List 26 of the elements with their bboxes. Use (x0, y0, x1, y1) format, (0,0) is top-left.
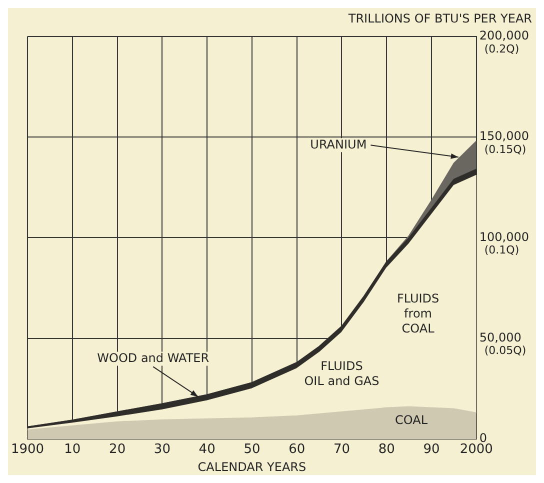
x-tick-label: 20 (109, 442, 126, 458)
x-axis-title: CALENDAR YEARS (198, 460, 306, 474)
x-tick-label: 10 (64, 442, 81, 458)
y-tick-label: 150,000 (479, 129, 529, 144)
y-tick-label: 200,000 (479, 28, 529, 43)
annotation: URANIUM (310, 137, 367, 152)
x-tick-label: 60 (288, 442, 306, 458)
y-tick-label: 100,000 (479, 230, 529, 244)
y2-tick-label: (0.2Q) (484, 42, 520, 56)
y-axis-title: TRILLIONS OF BTU'S PER YEAR (347, 11, 532, 26)
annotation: COAL (395, 413, 428, 428)
annotation: FLUIDS OIL and GAS (304, 359, 380, 388)
x-tick-label: 80 (378, 442, 395, 458)
x-tick-label: 70 (333, 442, 350, 458)
x-tick-label: 90 (423, 442, 440, 458)
annotation: FLUIDS from COAL (396, 291, 440, 336)
y2-tick-label: (0.1Q) (484, 244, 520, 257)
y2-tick-label: (0.05Q) (484, 344, 526, 358)
x-tick-label: 40 (198, 442, 216, 458)
x-tick-label: 2000 (460, 442, 493, 458)
x-tick-label: 50 (244, 442, 260, 458)
annotation: WOOD and WATER (97, 350, 210, 365)
x-tick-label: 1900 (10, 442, 44, 458)
y2-tick-label: (0.15Q) (484, 142, 526, 156)
x-tick-label: 30 (154, 442, 170, 458)
y-tick-label: 50,000 (479, 330, 522, 344)
